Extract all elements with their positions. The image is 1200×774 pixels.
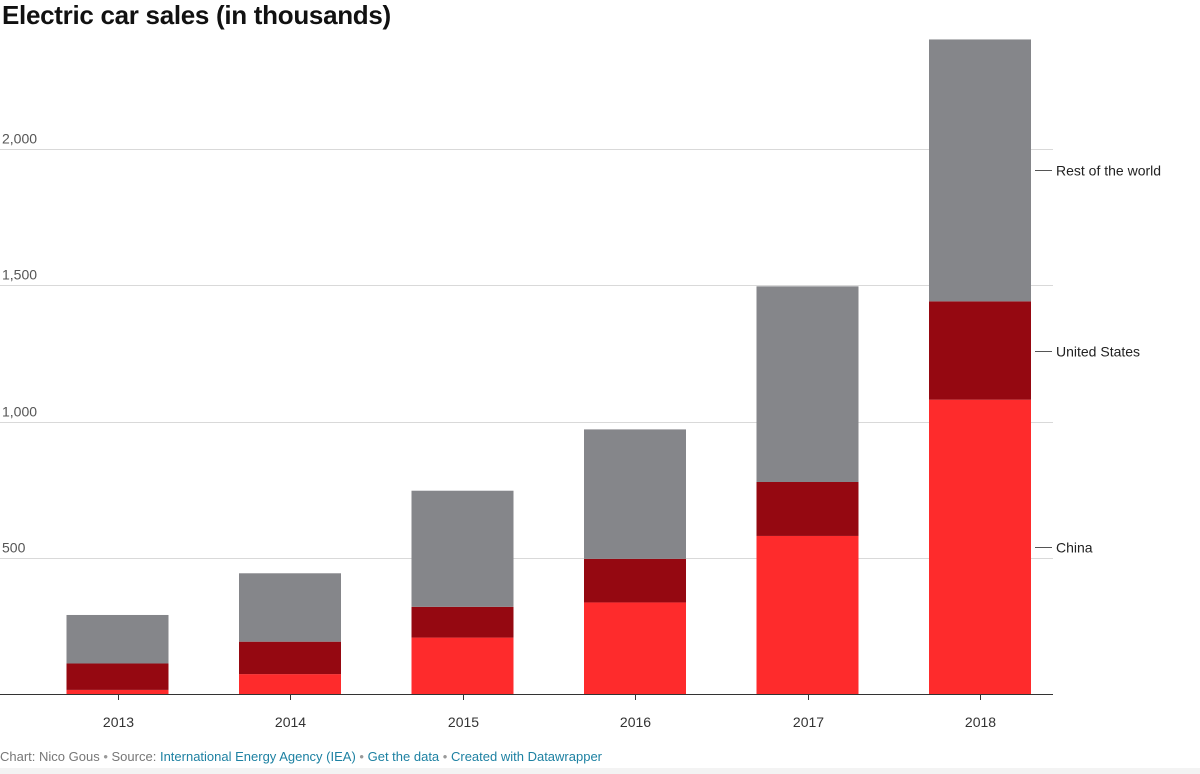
bar-china-2013 [66, 689, 169, 694]
bar-china-2017 [756, 535, 859, 694]
bar-china-2014 [239, 674, 341, 694]
legend-label-rest-of-the-world: Rest of the world [1056, 163, 1161, 179]
chart-footer: Chart: Nico Gous • Source: International… [0, 749, 602, 764]
x-tick-label: 2017 [793, 714, 824, 730]
bar-united-states-2017 [756, 481, 859, 536]
datawrapper-link[interactable]: Created with Datawrapper [450, 749, 603, 764]
x-axis: 2013 2014 2015 2016 2017 2018 [0, 694, 1053, 730]
gridlines: 500 1,000 1,500 2,000 [0, 131, 1053, 559]
legend: China United States Rest of the world [1035, 163, 1161, 556]
y-tick-label: 1,500 [2, 267, 37, 283]
source-link[interactable]: International Energy Agency (IEA) [159, 749, 356, 764]
bar-rest-of-the-world-2013 [66, 614, 169, 664]
y-tick-label: 1,000 [2, 404, 37, 420]
y-tick-label: 2,000 [2, 131, 37, 147]
chart-title: Electric car sales (in thousands) [2, 0, 391, 30]
bar-rest-of-the-world-2018 [929, 39, 1031, 302]
chart-credit: Chart: Nico Gous [0, 749, 100, 764]
x-tick-label: 2018 [965, 714, 996, 730]
footer-separator: • [442, 749, 448, 764]
bar-rest-of-the-world-2016 [584, 429, 686, 559]
y-tick-label: 500 [2, 540, 26, 556]
get-data-link[interactable]: Get the data [367, 749, 440, 764]
footer-separator: • [359, 749, 364, 764]
bottom-strip [0, 768, 1200, 774]
legend-label-china: China [1056, 540, 1093, 556]
bar-china-2018 [929, 399, 1031, 694]
x-tick-label: 2014 [275, 714, 306, 730]
bar-china-2016 [584, 602, 686, 694]
legend-label-united-states: United States [1056, 344, 1140, 360]
bars [66, 39, 1031, 694]
footer-separator: • [103, 749, 108, 764]
bar-united-states-2015 [411, 606, 514, 638]
bar-rest-of-the-world-2015 [411, 490, 514, 607]
x-tick-label: 2013 [103, 714, 134, 730]
bar-rest-of-the-world-2014 [239, 573, 341, 642]
x-tick-label: 2016 [620, 714, 651, 730]
x-tick-label: 2015 [448, 714, 479, 730]
bar-united-states-2016 [584, 558, 686, 603]
bar-united-states-2013 [66, 663, 169, 690]
bar-united-states-2018 [929, 301, 1031, 400]
bar-united-states-2014 [239, 641, 341, 675]
bar-china-2015 [411, 637, 514, 694]
source-prefix: Source: [111, 749, 157, 764]
bar-rest-of-the-world-2017 [756, 286, 859, 482]
